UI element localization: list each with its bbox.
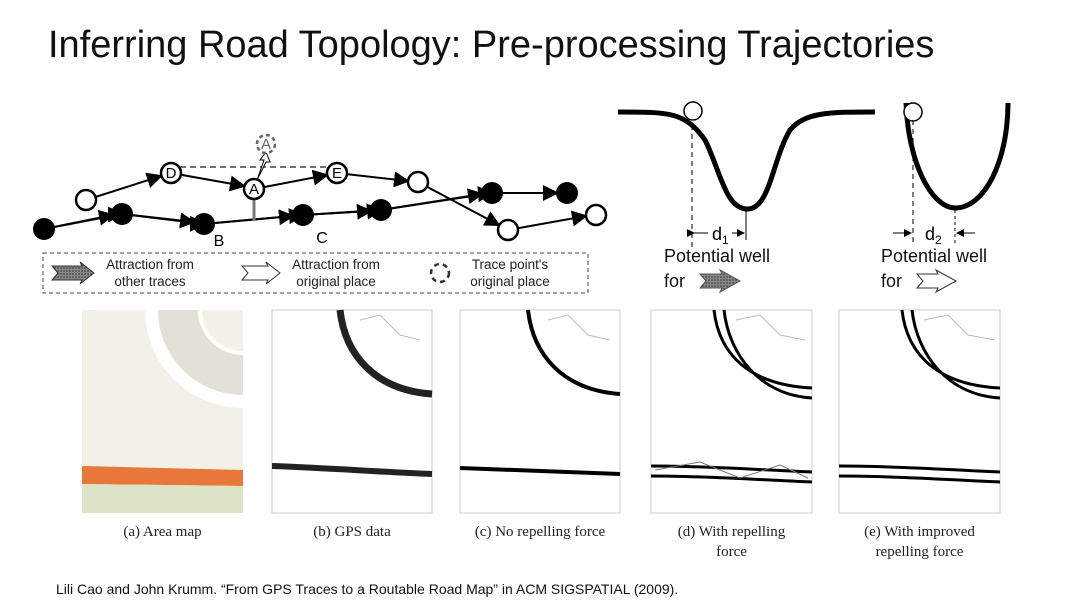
caption-c: (c) No repelling force — [474, 524, 606, 540]
legend-item-other-traces: Attraction from other traces — [106, 257, 194, 289]
hollow-arrow-icon — [240, 261, 281, 285]
well-1-caption: Potential well for — [664, 246, 771, 291]
potential-well-1 — [617, 101, 876, 250]
caption-a: (a) Area map — [123, 524, 202, 540]
node-label-d: D — [166, 165, 177, 182]
potential-well-2 — [893, 102, 1011, 245]
legend-item-trace-point: Trace point's original place — [470, 257, 550, 289]
node-label-a-original: A — [261, 136, 271, 153]
citation: Lili Cao and John Krumm. “From GPS Trace… — [56, 581, 679, 597]
d2-label: d2 — [925, 224, 942, 247]
node-label-c: C — [316, 230, 328, 247]
improved-repelling-force-image — [838, 309, 1001, 514]
area-map-image — [82, 310, 243, 513]
well-2-caption: Potential well for — [881, 246, 988, 291]
node-label-a: A — [249, 181, 259, 198]
caption-e: (e) With improved repelling force — [864, 524, 975, 560]
no-repelling-force-image — [459, 309, 621, 514]
node-label-e: E — [332, 165, 342, 182]
shaded-arrow-icon — [50, 261, 95, 285]
gps-data-image — [271, 309, 433, 514]
hollow-arrow-icon — [915, 268, 958, 294]
caption-b: (b) GPS data — [313, 524, 391, 540]
dashed-circle-icon — [429, 262, 451, 284]
legend-box — [42, 252, 589, 294]
trace-points-black — [33, 182, 578, 240]
d1-label: d1 — [712, 224, 729, 247]
trace-points-white — [74, 133, 608, 242]
caption-d: (d) With repelling force — [677, 524, 786, 560]
with-repelling-force-image — [650, 309, 813, 514]
node-label-b: B — [214, 233, 225, 250]
shaded-arrow-icon — [698, 268, 742, 294]
legend-item-original-place: Attraction from original place — [292, 257, 380, 289]
slide-title: Inferring Road Topology: Pre-processing … — [48, 24, 935, 66]
